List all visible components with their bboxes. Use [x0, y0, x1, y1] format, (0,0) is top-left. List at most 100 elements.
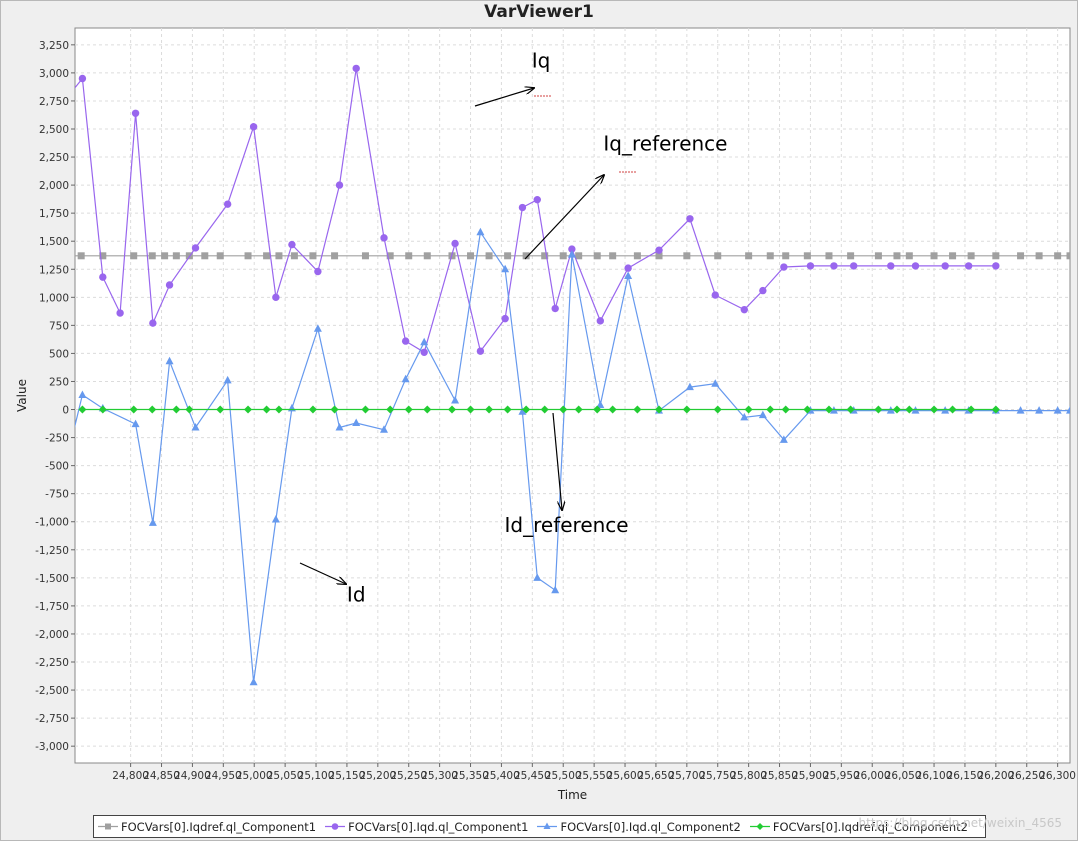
data-point — [518, 407, 527, 415]
legend-item: FOCVars[0].Iqd.ql_Component2 — [537, 820, 741, 834]
data-point — [711, 291, 719, 299]
data-point — [476, 347, 485, 355]
y-tick-label: -3,000 — [35, 741, 69, 753]
x-axis-label: Time — [557, 788, 587, 802]
data-point — [1054, 252, 1062, 260]
data-point — [201, 252, 209, 260]
y-tick-label: 500 — [49, 348, 69, 360]
data-point — [533, 195, 541, 204]
data-point — [330, 405, 339, 414]
data-point — [559, 252, 567, 260]
y-tick-label: -1,250 — [35, 545, 69, 557]
annotation-arrow — [299, 562, 346, 584]
data-point — [568, 245, 576, 253]
y-tick-label: -1,000 — [35, 517, 69, 529]
data-point — [559, 405, 568, 414]
x-tick-label: 25,050 — [267, 770, 304, 782]
data-point — [314, 267, 322, 276]
legend-label: FOCVars[0].Iqd.ql_Component1 — [348, 819, 529, 834]
annotation-arrow — [524, 175, 604, 260]
x-tick-label: 24,800 — [112, 770, 149, 782]
data-point — [949, 252, 957, 260]
data-point — [930, 405, 939, 414]
data-point — [779, 435, 788, 443]
data-point — [331, 252, 339, 260]
data-point — [161, 252, 169, 260]
data-point — [633, 405, 642, 414]
data-point — [682, 405, 691, 414]
x-tick-label: 26,000 — [854, 770, 891, 782]
legend-item: FOCVars[0].Iqd.ql_Component1 — [325, 820, 528, 834]
x-tick-label: 24,850 — [143, 770, 180, 782]
x-tick-label: 26,150 — [947, 770, 984, 782]
data-point — [451, 239, 459, 248]
y-tick-label: 2,250 — [39, 152, 69, 164]
data-point — [131, 419, 140, 428]
data-point — [129, 405, 138, 414]
data-point — [77, 252, 85, 260]
y-tick-label: 2,500 — [39, 124, 69, 136]
data-point — [275, 252, 283, 260]
data-point — [191, 422, 200, 431]
data-point — [830, 262, 838, 270]
y-tick-label: 2,750 — [39, 96, 69, 108]
data-point — [290, 252, 298, 260]
data-point — [309, 252, 317, 260]
legend-item: FOCVars[0].Iqdref.ql_Component2 — [749, 819, 968, 834]
data-point — [967, 252, 975, 260]
data-point — [911, 262, 920, 270]
x-tick-label: 25,450 — [514, 770, 551, 782]
data-point — [274, 405, 283, 414]
data-point — [905, 252, 913, 260]
y-tick-label: -1,750 — [35, 601, 69, 613]
y-tick-label: -1,500 — [35, 573, 69, 585]
data-point — [271, 514, 280, 523]
x-tick-label: 25,000 — [236, 770, 273, 782]
y-tick-label: 250 — [49, 376, 69, 388]
data-point — [420, 348, 428, 356]
data-point — [759, 286, 767, 295]
data-point — [1035, 406, 1044, 414]
data-point — [967, 405, 976, 414]
x-tick-label: 25,350 — [452, 770, 489, 782]
data-point — [655, 405, 664, 414]
data-point — [485, 405, 494, 414]
data-point — [740, 305, 749, 314]
data-point — [740, 412, 749, 421]
legend-label: FOCVars[0].Iqdref.ql_Component2 — [772, 819, 968, 834]
annotation-label: Id — [347, 582, 366, 606]
y-tick-label: -250 — [45, 433, 69, 445]
data-point — [1035, 252, 1043, 260]
data-point — [874, 405, 883, 414]
chart-plot[interactable]: 3,250 3,000 2,750 2,500 2,250 2,000 1,750 1,500… — [0, 0, 1078, 812]
data-point — [380, 425, 389, 433]
data-point — [148, 405, 157, 414]
x-tick-label: 25,200 — [359, 770, 396, 782]
data-point — [244, 405, 253, 414]
data-point — [522, 405, 531, 414]
data-point — [541, 252, 549, 260]
data-point — [99, 252, 107, 260]
data-point — [401, 337, 410, 345]
data-point — [423, 252, 431, 260]
data-point — [130, 252, 138, 260]
data-point — [405, 252, 413, 260]
data-point — [386, 405, 395, 414]
data-point — [609, 252, 617, 260]
legend-symbol-icon — [98, 823, 118, 830]
data-point — [533, 573, 542, 581]
data-point — [655, 252, 663, 260]
data-point — [1016, 406, 1025, 414]
data-point — [386, 252, 394, 260]
data-point — [683, 252, 691, 260]
x-tick-label: 25,700 — [668, 770, 705, 782]
x-tick-label: 25,950 — [823, 770, 860, 782]
data-point — [504, 252, 512, 260]
data-point — [992, 252, 1000, 260]
x-tick-label: 25,550 — [576, 770, 613, 782]
chart-legend: FOCVars[0].Iqdref.ql_Component1 FOCVars[0… — [93, 815, 986, 838]
data-point — [172, 252, 180, 260]
y-tick-label: 1,500 — [39, 236, 69, 248]
y-tick-label: 1,000 — [39, 292, 69, 304]
data-point — [803, 252, 811, 260]
